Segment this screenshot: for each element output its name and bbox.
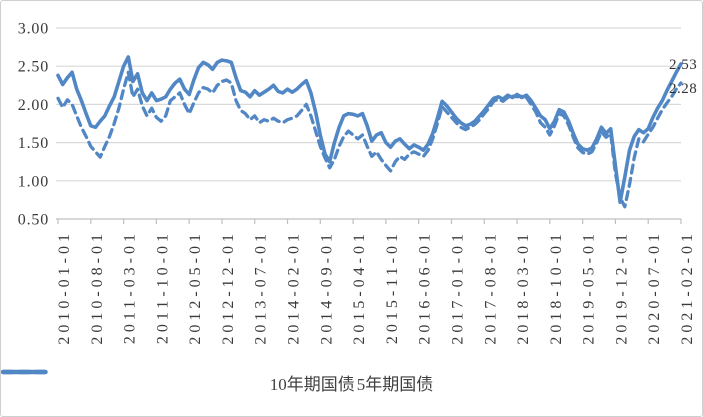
- legend-label-10yr: 10年期国债: [269, 374, 355, 394]
- x-axis-label: 2012-12-01: [220, 230, 237, 345]
- x-axis-label: 2018-10-01: [548, 230, 565, 345]
- data-label-5yr: 2.28: [669, 81, 698, 97]
- legend: 10年期国债 5年期国债: [1, 368, 702, 396]
- x-axis-label: 2017-08-01: [482, 230, 499, 345]
- legend-item-5yr: 5年期国债: [1, 369, 434, 395]
- x-axis-label: 2021-02-01: [679, 230, 696, 345]
- x-axis-label: 2019-12-01: [613, 230, 630, 345]
- x-axis-label: 2014-02-01: [286, 230, 303, 345]
- x-axis-label: 2019-05-01: [581, 230, 598, 345]
- x-axis-label: 2013-07-01: [253, 230, 270, 345]
- dashed-line-swatch: [1, 369, 49, 375]
- y-axis-label: 0.50: [18, 212, 49, 229]
- y-axis-label: 1.00: [18, 173, 49, 190]
- legend-label-5yr: 5年期国债: [356, 374, 434, 394]
- x-axis-label: 2011-03-01: [122, 230, 139, 344]
- legend-item-10yr: 10年期国债: [3, 369, 355, 395]
- x-axis-label: 2011-10-01: [154, 230, 171, 344]
- y-axis-label: 2.00: [18, 97, 49, 114]
- x-axis-label: 2017-01-01: [449, 230, 466, 345]
- series-line-5yr: [56, 70, 683, 209]
- y-axis-label: 3.00: [18, 21, 49, 38]
- y-axis-label: 2.50: [18, 59, 49, 76]
- x-axis-label: 2016-06-01: [417, 230, 434, 345]
- x-axis-label: 2015-04-01: [351, 230, 368, 345]
- y-axis-label: 1.50: [18, 135, 49, 152]
- x-axis-label: 2010-01-01: [56, 230, 73, 345]
- data-label-10yr: 2.53: [669, 57, 698, 73]
- x-axis-label: 2014-09-01: [318, 230, 335, 345]
- x-axis-label: 2018-03-01: [515, 230, 532, 345]
- x-axis-label: 2015-11-01: [384, 230, 401, 344]
- x-axis-label: 2010-08-01: [89, 230, 106, 345]
- x-axis-label: 2012-05-01: [187, 230, 204, 345]
- x-axis-label: 2020-07-01: [646, 230, 663, 345]
